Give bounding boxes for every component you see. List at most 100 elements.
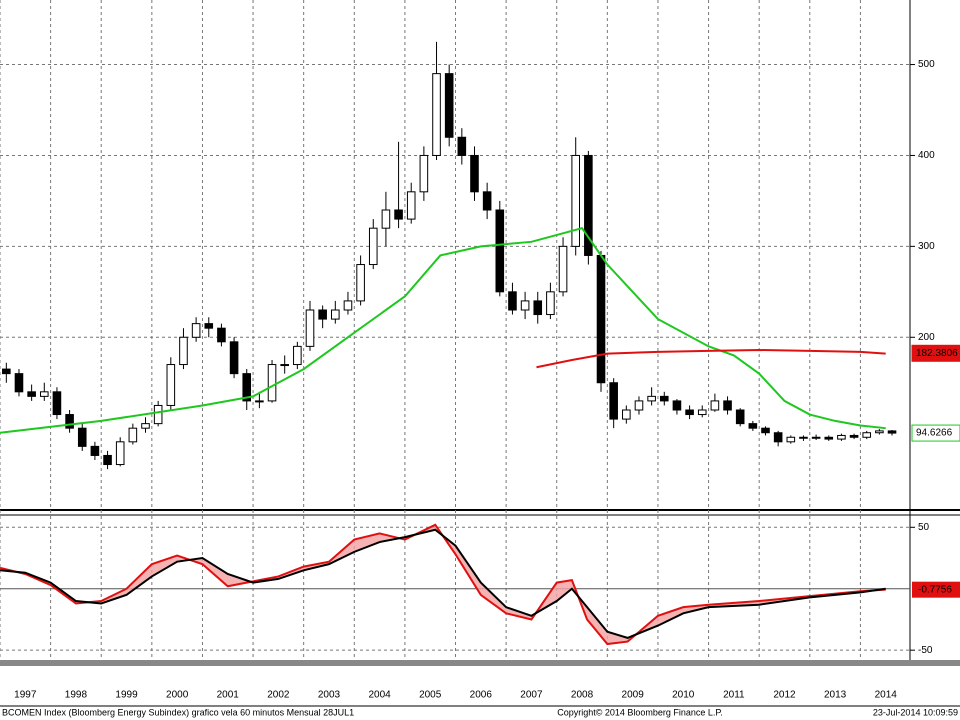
candle-body — [520, 300, 530, 311]
x-tick-label: 1999 — [115, 690, 138, 701]
candle-body — [672, 400, 682, 411]
y-tick-label: 300 — [918, 241, 935, 252]
candle-body — [356, 264, 365, 302]
x-tick-label: 1998 — [65, 690, 88, 701]
candle-body — [811, 436, 821, 439]
candle-body — [267, 364, 277, 402]
candle-body — [39, 391, 49, 397]
candle-body — [242, 373, 252, 402]
candle-body — [191, 323, 201, 338]
candle-body — [128, 427, 138, 443]
candle-body — [179, 336, 188, 366]
x-tick-label: 2001 — [217, 690, 240, 701]
candle-body — [849, 434, 859, 438]
candle-body — [697, 409, 707, 416]
x-tick-label: 2005 — [419, 690, 442, 701]
candle-body — [305, 309, 315, 347]
x-tick-label: 2009 — [622, 690, 645, 701]
candle-body — [508, 291, 517, 311]
candle-body — [584, 154, 593, 256]
candle-body — [824, 436, 834, 440]
candle-body — [381, 209, 391, 229]
candle-body — [558, 245, 568, 293]
y-tick-label: -50 — [918, 645, 933, 656]
candle-body — [141, 423, 150, 429]
candle-body — [622, 409, 631, 420]
macd-line — [0, 528, 886, 639]
candle-body — [255, 400, 264, 403]
candle-body — [571, 154, 581, 247]
footer-center: Copyright© 2014 Bloomberg Finance L.P. — [557, 707, 723, 717]
last-value-label: -0.7756 — [918, 584, 952, 595]
candle-body — [2, 368, 11, 375]
macd-line — [0, 523, 886, 646]
x-tick-label: 2007 — [520, 690, 543, 701]
x-tick-label: 2013 — [824, 690, 847, 701]
candle-body — [470, 154, 479, 193]
candle-body — [331, 309, 340, 320]
candle-body — [773, 432, 783, 443]
candle-body — [293, 345, 302, 366]
y-tick-label: 200 — [918, 332, 935, 343]
candle-body — [406, 191, 416, 220]
candle-body — [609, 382, 618, 420]
last-value-box — [912, 581, 960, 598]
x-tick-label: 2014 — [875, 690, 898, 701]
y-tick-label: 500 — [918, 59, 935, 70]
candle-body — [533, 300, 543, 316]
moving-average — [536, 348, 886, 369]
candle-body — [153, 404, 163, 425]
x-tick-label: 2011 — [723, 690, 745, 701]
x-tick-label: 2010 — [672, 690, 695, 701]
candle-body — [482, 191, 492, 211]
candle-body — [495, 209, 505, 293]
candle-body — [103, 454, 112, 466]
candle-body — [685, 409, 694, 416]
last-value-box — [911, 344, 960, 362]
x-tick-label: 2004 — [368, 690, 391, 701]
candle-body — [457, 136, 467, 156]
candle-body — [52, 391, 62, 416]
candle-body — [419, 154, 429, 193]
footer-left: BCOMEN Index (Bloomberg Energy Subindex)… — [2, 707, 354, 717]
x-tick-label: 2002 — [267, 690, 290, 701]
candle-body — [204, 323, 214, 329]
candle-body — [634, 400, 644, 411]
last-value-label: 94.6266 — [916, 428, 953, 439]
last-value-box — [911, 424, 960, 442]
candle-body — [77, 427, 87, 447]
moving-average — [0, 227, 886, 434]
x-tick-label: 2012 — [773, 690, 796, 701]
candle-body — [432, 73, 441, 156]
x-tick-label: 2003 — [318, 690, 341, 701]
candle-body — [735, 409, 745, 425]
candle-body — [799, 436, 808, 439]
axis-band — [0, 660, 960, 666]
candle-body — [887, 430, 897, 434]
candle-body — [875, 430, 884, 434]
x-tick-label: 1997 — [14, 690, 37, 701]
candle-body — [710, 400, 720, 411]
y-tick-label: 50 — [918, 522, 930, 533]
candle-body — [318, 309, 327, 320]
candle-body — [368, 227, 378, 266]
candle-body — [862, 432, 872, 438]
candle-body — [65, 414, 74, 429]
candle-body — [748, 423, 758, 429]
y-tick-label: 400 — [918, 150, 935, 161]
candle-body — [14, 373, 24, 393]
candle-body — [596, 254, 606, 384]
x-tick-label: 2008 — [571, 690, 594, 701]
candle-body — [229, 341, 239, 375]
candle-body — [444, 73, 454, 138]
candle-body — [27, 391, 36, 397]
x-tick-label: 2006 — [470, 690, 493, 701]
candle-body — [837, 434, 846, 440]
candle-body — [786, 436, 796, 443]
candle-body — [166, 364, 176, 406]
candle-body — [546, 291, 555, 316]
candle-body — [659, 395, 669, 402]
x-tick-label: 2000 — [166, 690, 189, 701]
